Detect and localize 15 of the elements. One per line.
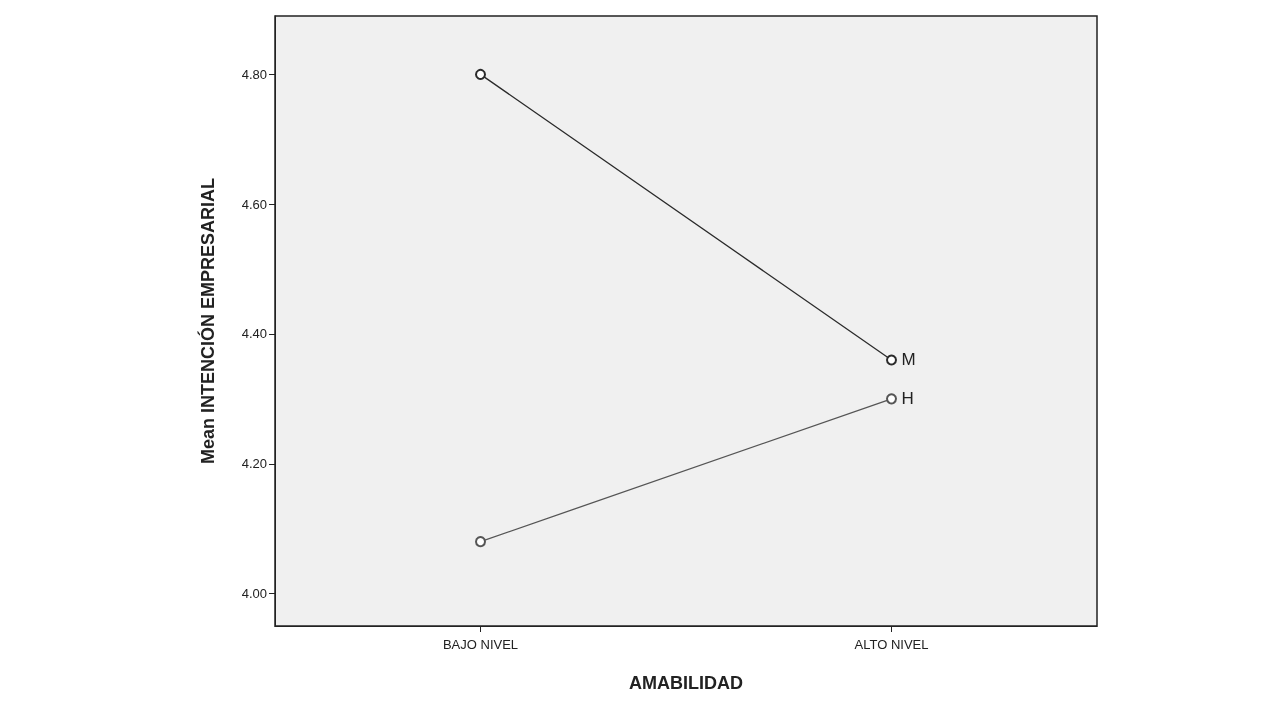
point <box>886 354 897 366</box>
y-tick-label: 4.80 <box>241 66 267 82</box>
y-axis-title: Mean INTENCIÓN EMPRESARIAL <box>197 177 218 465</box>
y-tick-label: 4.20 <box>241 456 267 472</box>
point <box>475 68 486 80</box>
point <box>886 393 897 405</box>
series-label: H <box>901 389 914 409</box>
x-tick-label: ALTO NIVEL <box>854 637 929 652</box>
y-tick-label: 4.40 <box>241 326 267 342</box>
y-tick-label: 4.60 <box>241 196 267 212</box>
series-label: M <box>901 350 916 370</box>
x-tick-label: BAJO NIVEL <box>442 637 519 652</box>
y-tick-label: 4.00 <box>241 586 267 602</box>
point <box>475 536 486 548</box>
x-axis-title: AMABILIDAD <box>629 673 743 693</box>
